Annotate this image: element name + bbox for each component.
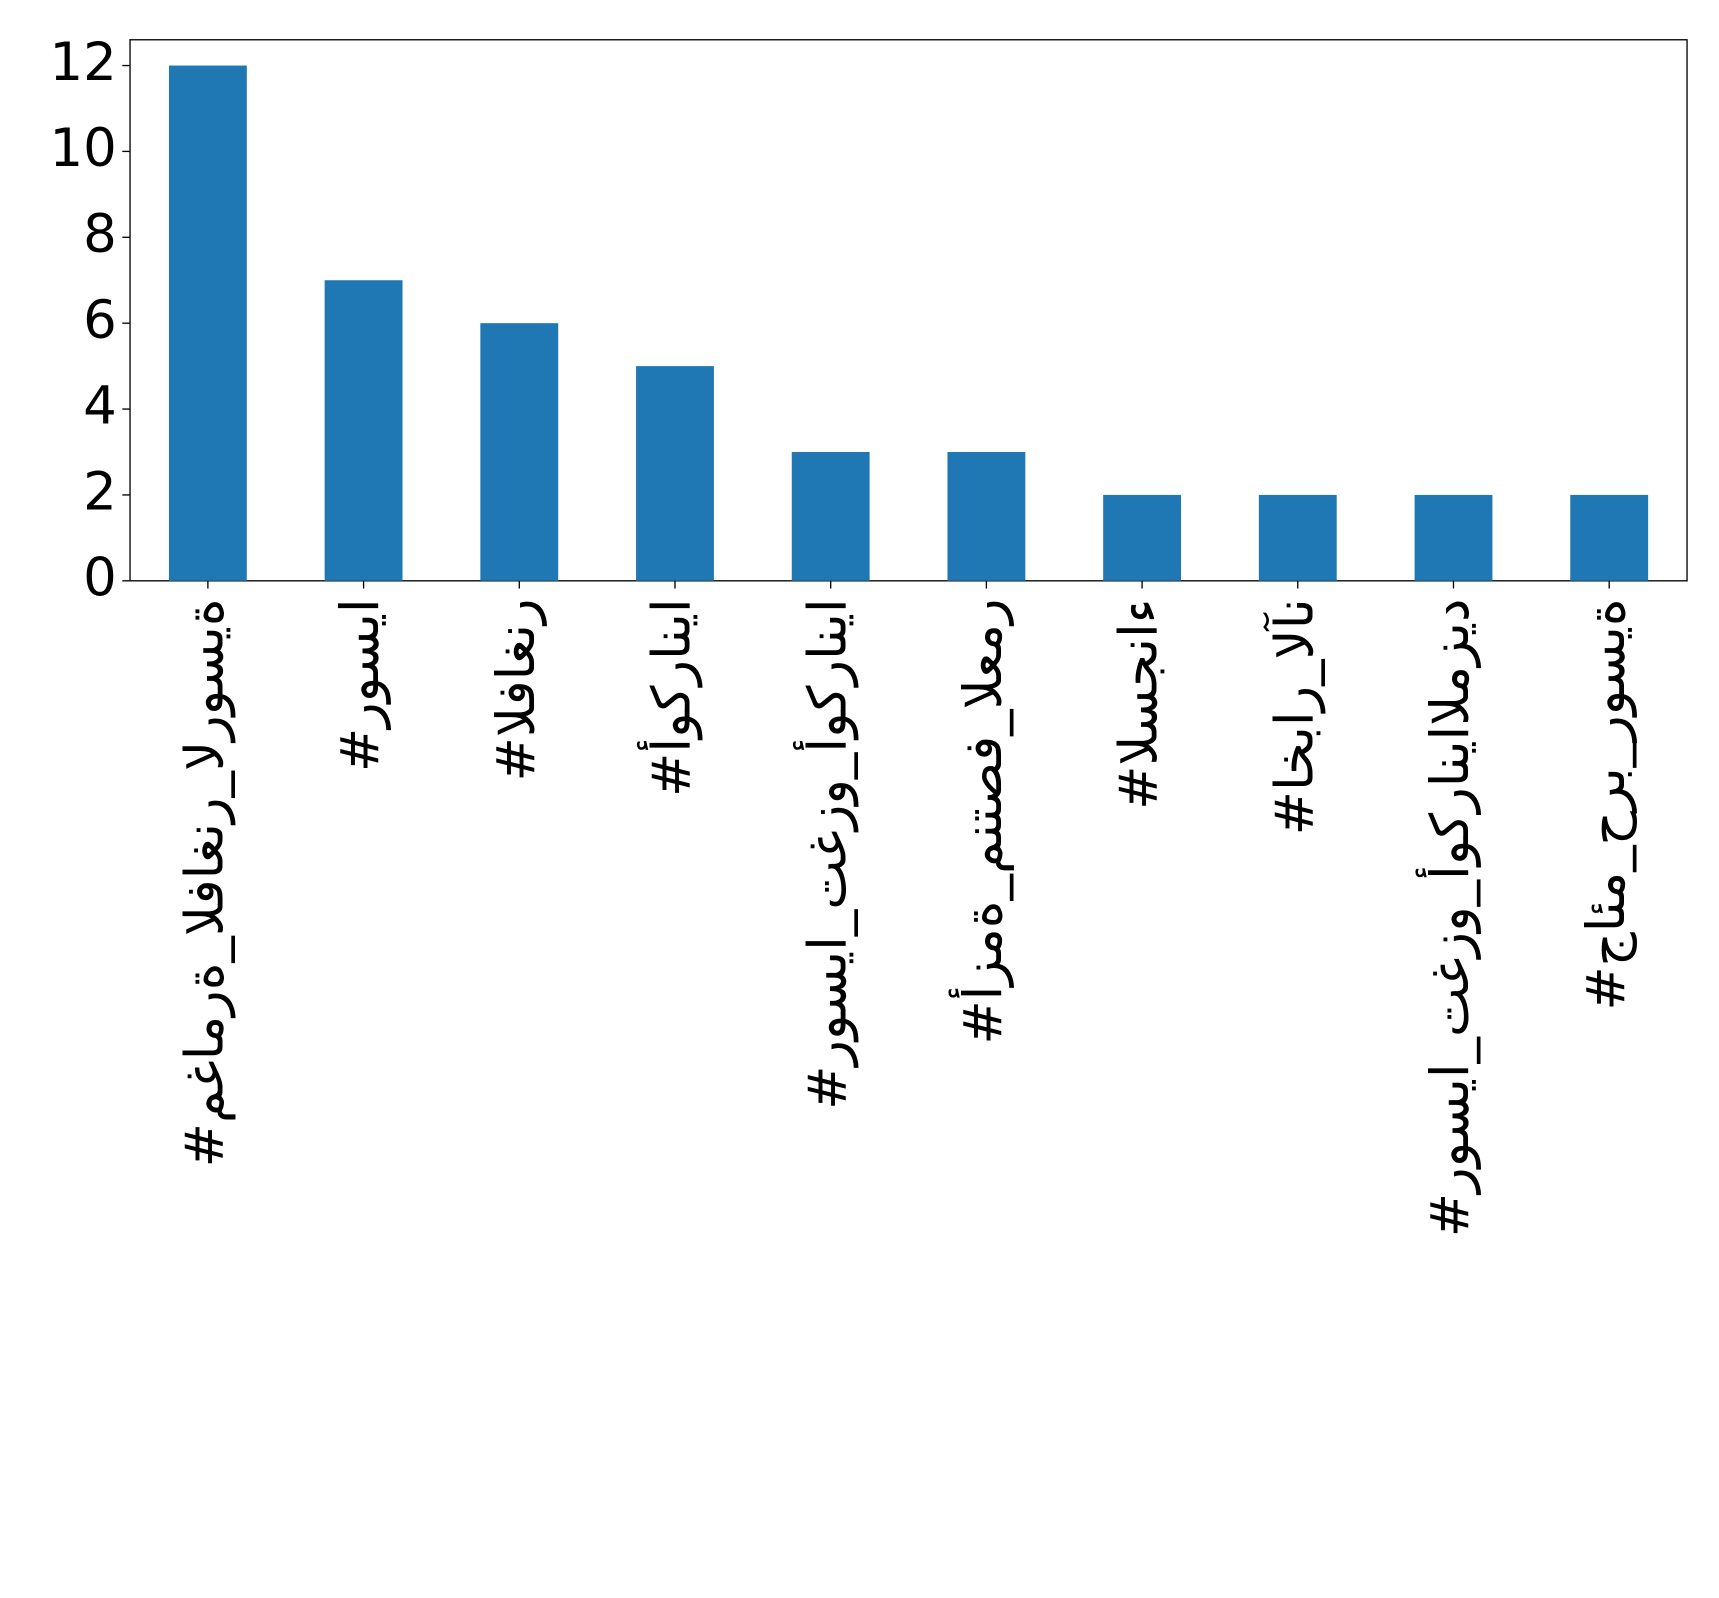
bar — [636, 366, 714, 581]
y-tick-label: 4 — [83, 376, 117, 437]
bar — [1414, 494, 1493, 581]
x-tick-label: #أزمة_منتصف_العمر — [948, 598, 1014, 1044]
x-tick-label: #روسيا — [330, 598, 391, 772]
y-tick-label: 8 — [83, 204, 117, 265]
plot-frame — [129, 39, 1688, 582]
y-tick-label: 10 — [50, 118, 117, 179]
bar — [1570, 494, 1649, 581]
y-tick-label: 0 — [83, 547, 117, 608]
x-tick-label: #السجناء — [1109, 598, 1170, 809]
bar — [324, 280, 403, 581]
x-tick-label: #أوكرانيا — [637, 598, 703, 797]
x-tick-label: #الفاغنر — [486, 598, 547, 781]
bar — [1258, 494, 1337, 581]
x-tick-label: #اخبار_الآن — [1262, 598, 1325, 835]
bar — [1103, 494, 1182, 581]
y-tick-label: 2 — [83, 462, 117, 523]
bar — [168, 65, 247, 581]
x-tick-label: #روسيا_تغزو_أوكرانيا — [792, 598, 858, 1109]
x-tick-label: #جائم_حرب_روسية — [1576, 598, 1637, 1010]
y-tick-label: 12 — [50, 32, 117, 93]
bar — [480, 323, 559, 581]
x-tick-label: #مغامرة_الفاغنر_الروسية — [175, 598, 236, 1167]
bar — [947, 451, 1026, 581]
x-tick-label: #روسيا_تغزو_أوكرانياالمزيد — [1415, 598, 1481, 1237]
bar — [791, 451, 870, 581]
y-tick-label: 6 — [83, 290, 117, 351]
